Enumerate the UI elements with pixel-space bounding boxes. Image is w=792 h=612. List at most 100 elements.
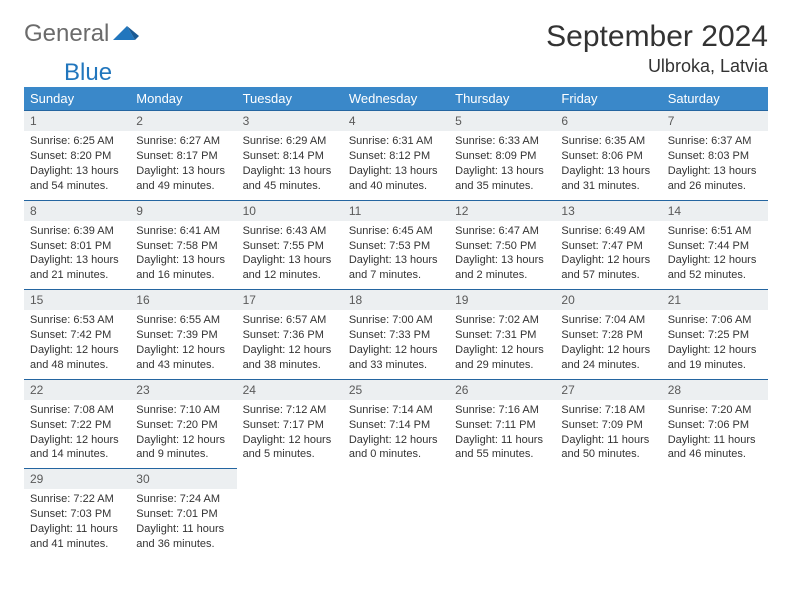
day-number: 11 — [343, 200, 449, 221]
calendar-week-row: 29Sunrise: 7:22 AMSunset: 7:03 PMDayligh… — [24, 468, 768, 558]
day-body: Sunrise: 6:51 AMSunset: 7:44 PMDaylight:… — [662, 221, 768, 289]
sunset-text: Sunset: 7:47 PM — [561, 239, 655, 254]
calendar-day-cell: 3Sunrise: 6:29 AMSunset: 8:14 PMDaylight… — [237, 110, 343, 200]
day-body: Sunrise: 7:04 AMSunset: 7:28 PMDaylight:… — [555, 310, 661, 378]
day-body: Sunrise: 6:33 AMSunset: 8:09 PMDaylight:… — [449, 131, 555, 199]
calendar-day-cell: 13 Sunrise: 6:49 AMSunset: 7:47 PMDayligh… — [555, 200, 661, 290]
sunrise-text: Sunrise: 6:45 AM — [349, 224, 443, 239]
daylight-text: Daylight: 13 hours and 49 minutes. — [136, 164, 230, 194]
daylight-text: Daylight: 13 hours and 31 minutes. — [561, 164, 655, 194]
sunrise-text: Sunrise: 6:41 AM — [136, 224, 230, 239]
sunset-text: Sunset: 8:03 PM — [668, 149, 762, 164]
sunset-text: Sunset: 7:06 PM — [668, 418, 762, 433]
title-block: September 2024 Ulbroka, Latvia — [546, 20, 768, 77]
day-number: 22 — [24, 379, 130, 400]
weekday-header: Friday — [555, 87, 661, 110]
month-title: September 2024 — [546, 20, 768, 54]
daylight-text: Daylight: 12 hours and 5 minutes. — [243, 433, 337, 463]
calendar-day-cell: 11Sunrise: 6:45 AMSunset: 7:53 PMDayligh… — [343, 200, 449, 290]
weekday-header: Wednesday — [343, 87, 449, 110]
day-body: Sunrise: 7:02 AMSunset: 7:31 PMDaylight:… — [449, 310, 555, 378]
sunrise-text: Sunrise: 6:51 AM — [668, 224, 762, 239]
day-body: Sunrise: 7:22 AMSunset: 7:03 PMDaylight:… — [24, 489, 130, 557]
calendar-day-cell: 26Sunrise: 7:16 AMSunset: 7:11 PMDayligh… — [449, 379, 555, 469]
day-body: Sunrise: 6:35 AMSunset: 8:06 PMDaylight:… — [555, 131, 661, 199]
daylight-text: Daylight: 12 hours and 57 minutes. — [561, 253, 655, 283]
day-number: 16 — [130, 289, 236, 310]
daylight-text: Daylight: 13 hours and 35 minutes. — [455, 164, 549, 194]
daylight-text: Daylight: 11 hours and 46 minutes. — [668, 433, 762, 463]
calendar-day-cell: 4Sunrise: 6:31 AMSunset: 8:12 PMDaylight… — [343, 110, 449, 200]
logo-text-blue: Blue — [64, 59, 112, 87]
daylight-text: Daylight: 13 hours and 40 minutes. — [349, 164, 443, 194]
sunrise-text: Sunrise: 7:20 AM — [668, 403, 762, 418]
day-number: 29 — [24, 468, 130, 489]
sunset-text: Sunset: 7:42 PM — [30, 328, 124, 343]
sunrise-text: Sunrise: 7:02 AM — [455, 313, 549, 328]
day-number: 24 — [237, 379, 343, 400]
calendar-day-cell: 21Sunrise: 7:06 AMSunset: 7:25 PMDayligh… — [662, 289, 768, 379]
header: General September 2024 Ulbroka, Latvia — [24, 20, 768, 77]
day-number: 2 — [130, 110, 236, 131]
calendar-day-cell: 14Sunrise: 6:51 AMSunset: 7:44 PMDayligh… — [662, 200, 768, 290]
day-body: Sunrise: 6:41 AMSunset: 7:58 PMDaylight:… — [130, 221, 236, 289]
sunrise-text: Sunrise: 7:12 AM — [243, 403, 337, 418]
sunrise-text: Sunrise: 7:18 AM — [561, 403, 655, 418]
daylight-text: Daylight: 13 hours and 12 minutes. — [243, 253, 337, 283]
sunrise-text: Sunrise: 6:47 AM — [455, 224, 549, 239]
sunrise-text: Sunrise: 7:22 AM — [30, 492, 124, 507]
sunrise-text: Sunrise: 6:39 AM — [30, 224, 124, 239]
weekday-header-row: Sunday Monday Tuesday Wednesday Thursday… — [24, 87, 768, 110]
daylight-text: Daylight: 11 hours and 41 minutes. — [30, 522, 124, 552]
weekday-header: Tuesday — [237, 87, 343, 110]
calendar-day-cell: 12Sunrise: 6:47 AMSunset: 7:50 PMDayligh… — [449, 200, 555, 290]
day-body: Sunrise: 6:25 AMSunset: 8:20 PMDaylight:… — [24, 131, 130, 199]
sunset-text: Sunset: 8:01 PM — [30, 239, 124, 254]
sunrise-text: Sunrise: 7:04 AM — [561, 313, 655, 328]
triangle-icon — [113, 22, 139, 47]
day-number: 26 — [449, 379, 555, 400]
sunrise-text: Sunrise: 7:10 AM — [136, 403, 230, 418]
day-number: 21 — [662, 289, 768, 310]
day-body: Sunrise: 7:24 AMSunset: 7:01 PMDaylight:… — [130, 489, 236, 557]
day-number: 9 — [130, 200, 236, 221]
daylight-text: Daylight: 12 hours and 38 minutes. — [243, 343, 337, 373]
calendar-day-cell — [662, 468, 768, 558]
day-number: 1 — [24, 110, 130, 131]
day-number: 13 — [555, 200, 661, 221]
weekday-header: Thursday — [449, 87, 555, 110]
sunset-text: Sunset: 7:20 PM — [136, 418, 230, 433]
daylight-text: Daylight: 13 hours and 2 minutes. — [455, 253, 549, 283]
day-number: 20 — [555, 289, 661, 310]
day-number: 5 — [449, 110, 555, 131]
day-body: Sunrise: 7:16 AMSunset: 7:11 PMDaylight:… — [449, 400, 555, 468]
day-body: Sunrise: 6:47 AMSunset: 7:50 PMDaylight:… — [449, 221, 555, 289]
calendar-day-cell: 22Sunrise: 7:08 AMSunset: 7:22 PMDayligh… — [24, 379, 130, 469]
day-body: Sunrise: 7:00 AMSunset: 7:33 PMDaylight:… — [343, 310, 449, 378]
sunrise-text: Sunrise: 7:24 AM — [136, 492, 230, 507]
sunset-text: Sunset: 8:14 PM — [243, 149, 337, 164]
calendar-day-cell: 30Sunrise: 7:24 AMSunset: 7:01 PMDayligh… — [130, 468, 236, 558]
sunrise-text: Sunrise: 6:57 AM — [243, 313, 337, 328]
day-body: Sunrise: 6:29 AMSunset: 8:14 PMDaylight:… — [237, 131, 343, 199]
sunset-text: Sunset: 8:17 PM — [136, 149, 230, 164]
sunset-text: Sunset: 7:36 PM — [243, 328, 337, 343]
daylight-text: Daylight: 12 hours and 24 minutes. — [561, 343, 655, 373]
daylight-text: Daylight: 11 hours and 50 minutes. — [561, 433, 655, 463]
sunrise-text: Sunrise: 6:27 AM — [136, 134, 230, 149]
sunset-text: Sunset: 7:31 PM — [455, 328, 549, 343]
calendar-day-cell — [555, 468, 661, 558]
day-number: 17 — [237, 289, 343, 310]
day-number: 4 — [343, 110, 449, 131]
sunrise-text: Sunrise: 6:55 AM — [136, 313, 230, 328]
sunset-text: Sunset: 8:20 PM — [30, 149, 124, 164]
day-number: 14 — [662, 200, 768, 221]
day-body: Sunrise: 6:53 AMSunset: 7:42 PMDaylight:… — [24, 310, 130, 378]
sunset-text: Sunset: 7:55 PM — [243, 239, 337, 254]
sunset-text: Sunset: 7:03 PM — [30, 507, 124, 522]
daylight-text: Daylight: 12 hours and 0 minutes. — [349, 433, 443, 463]
calendar-day-cell: 25Sunrise: 7:14 AMSunset: 7:14 PMDayligh… — [343, 379, 449, 469]
sunset-text: Sunset: 7:50 PM — [455, 239, 549, 254]
sunrise-text: Sunrise: 6:49 AM — [561, 224, 655, 239]
day-number: 28 — [662, 379, 768, 400]
